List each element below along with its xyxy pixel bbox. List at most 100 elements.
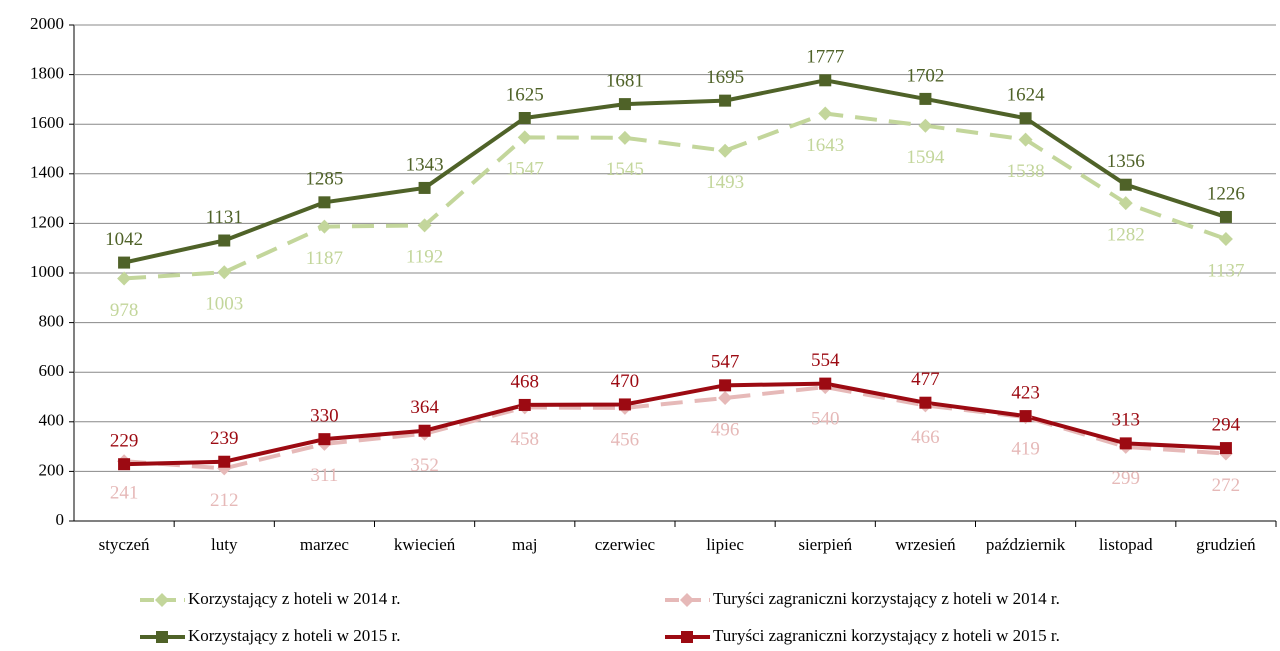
series-line: [123, 78, 1227, 265]
y-tick-label: 2000: [30, 14, 64, 33]
value-label: 468: [511, 371, 540, 392]
data-point: [618, 98, 631, 111]
y-tick-label: 0: [56, 510, 65, 529]
x-tick-label: marzec: [300, 535, 350, 554]
x-tick-label: sierpień: [798, 535, 852, 554]
value-label: 1356: [1107, 151, 1145, 172]
legend-label: Turyści zagraniczni korzystający z hotel…: [713, 626, 1060, 645]
value-label: 1681: [606, 70, 644, 91]
data-point: [518, 398, 531, 411]
y-tick-label: 400: [39, 411, 65, 430]
data-point: [218, 234, 231, 247]
x-tick-label: luty: [211, 535, 238, 554]
y-tick-label: 1400: [30, 163, 64, 182]
data-point: [517, 130, 532, 145]
legend-marker: [155, 593, 169, 607]
value-label: 241: [110, 483, 139, 504]
data-point: [1018, 132, 1033, 147]
data-point: [819, 377, 832, 390]
value-label: 1226: [1207, 183, 1245, 204]
value-label: 1343: [406, 154, 444, 175]
value-label: 212: [210, 490, 239, 511]
data-point: [618, 398, 631, 411]
value-label: 540: [811, 408, 840, 429]
value-label: 229: [110, 431, 139, 452]
data-point: [1118, 196, 1133, 211]
data-point: [617, 130, 632, 145]
series-line: [123, 111, 1227, 281]
x-tick-label: czerwiec: [595, 535, 656, 554]
value-label: 496: [711, 419, 740, 440]
legend-marker: [680, 593, 694, 607]
value-label: 1695: [706, 67, 744, 88]
y-tick-label: 1800: [30, 64, 64, 83]
data-point: [1119, 437, 1132, 450]
data-point: [818, 106, 833, 121]
data-point: [318, 196, 331, 209]
data-point: [1218, 232, 1233, 247]
data-point: [318, 433, 331, 446]
x-tick-label: kwiecień: [394, 535, 456, 554]
data-point: [218, 455, 231, 468]
value-label: 311: [311, 465, 339, 486]
value-label: 1777: [806, 47, 844, 68]
value-label: 1137: [1207, 260, 1244, 281]
value-label: 1643: [806, 135, 844, 156]
legend-marker: [156, 631, 168, 643]
value-label: 352: [410, 455, 439, 476]
value-label: 1003: [205, 294, 243, 315]
value-label: 419: [1011, 438, 1040, 459]
legend-marker: [681, 631, 693, 643]
data-point: [1019, 410, 1032, 423]
data-point: [317, 219, 332, 234]
legend-label: Korzystający z hoteli w 2014 r.: [188, 589, 400, 608]
data-point: [718, 143, 733, 158]
y-tick-label: 1000: [30, 262, 64, 281]
data-point: [1219, 210, 1232, 223]
value-label: 456: [611, 429, 640, 450]
data-point: [718, 390, 733, 405]
series-line: [123, 385, 1227, 471]
x-tick-label: listopad: [1099, 535, 1153, 554]
data-point: [417, 218, 432, 233]
data-point: [418, 424, 431, 437]
data-point: [418, 181, 431, 194]
data-point: [919, 396, 932, 409]
data-point: [117, 271, 132, 286]
value-label: 554: [811, 350, 840, 371]
value-label: 1192: [406, 247, 443, 268]
legend-label: Korzystający z hoteli w 2015 r.: [188, 626, 400, 645]
data-point: [719, 94, 732, 107]
value-label: 313: [1112, 410, 1141, 431]
legend-label: Turyści zagraniczni korzystający z hotel…: [713, 589, 1060, 608]
y-tick-label: 600: [39, 361, 65, 380]
data-point: [1219, 442, 1232, 455]
value-label: 1493: [706, 172, 744, 193]
value-label: 1187: [306, 248, 343, 269]
data-point: [819, 74, 832, 87]
value-label: 364: [410, 397, 439, 418]
value-label: 1625: [506, 84, 544, 105]
value-label: 272: [1212, 475, 1241, 496]
value-label: 294: [1212, 414, 1241, 435]
value-label: 1624: [1007, 85, 1046, 106]
value-label: 423: [1011, 382, 1040, 403]
value-label: 330: [310, 406, 339, 427]
data-point: [118, 256, 131, 269]
value-label: 1594: [906, 147, 945, 168]
value-label: 1545: [606, 159, 644, 180]
value-label: 1282: [1107, 224, 1145, 245]
value-label: 299: [1112, 468, 1141, 489]
x-tick-label: maj: [512, 535, 538, 554]
series-line: [124, 381, 1227, 467]
value-label: 1042: [105, 229, 143, 250]
y-tick-label: 800: [39, 312, 65, 331]
value-label: 1285: [305, 169, 343, 190]
value-label: 547: [711, 352, 740, 373]
value-label: 978: [110, 300, 139, 321]
y-tick-label: 200: [39, 460, 65, 479]
data-point: [719, 379, 732, 392]
value-label: 1131: [206, 207, 243, 228]
x-tick-label: wrzesień: [895, 535, 956, 554]
